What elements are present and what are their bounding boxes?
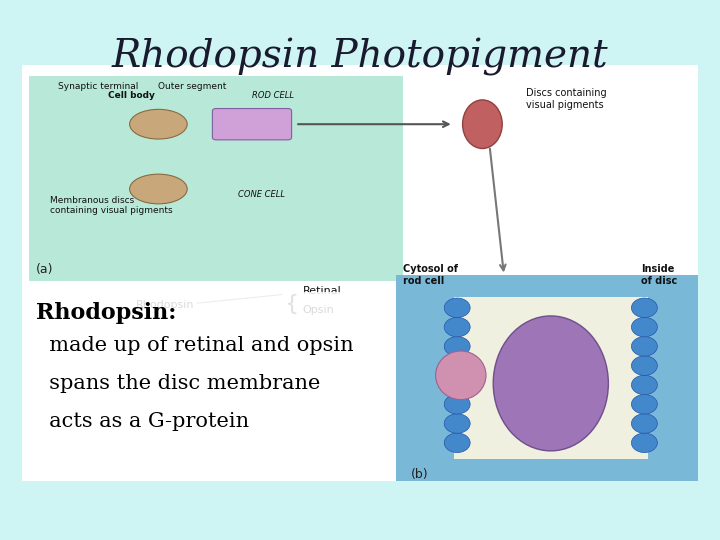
Circle shape bbox=[631, 298, 657, 318]
Text: Synaptic terminal: Synaptic terminal bbox=[58, 82, 138, 91]
Text: spans the disc membrane: spans the disc membrane bbox=[36, 374, 320, 393]
Text: CONE CELL: CONE CELL bbox=[238, 190, 284, 199]
Text: Cytosol of
rod cell: Cytosol of rod cell bbox=[403, 264, 458, 286]
Text: (b): (b) bbox=[410, 468, 428, 481]
Text: Retinal: Retinal bbox=[302, 286, 341, 296]
Ellipse shape bbox=[130, 109, 187, 139]
Circle shape bbox=[444, 318, 470, 337]
Text: acts as a G-protein: acts as a G-protein bbox=[36, 411, 249, 430]
FancyBboxPatch shape bbox=[29, 76, 403, 281]
Circle shape bbox=[444, 395, 470, 414]
Circle shape bbox=[631, 375, 657, 395]
Text: Opsin: Opsin bbox=[302, 305, 334, 315]
Ellipse shape bbox=[436, 351, 486, 400]
Text: Rhodopsin: Rhodopsin bbox=[136, 300, 194, 310]
Circle shape bbox=[444, 414, 470, 433]
Text: made up of retinal and opsin: made up of retinal and opsin bbox=[36, 336, 354, 355]
Text: Membranous discs
containing visual pigments: Membranous discs containing visual pigme… bbox=[50, 196, 173, 215]
FancyBboxPatch shape bbox=[454, 297, 648, 459]
Text: (a): (a) bbox=[36, 262, 53, 276]
Ellipse shape bbox=[130, 174, 187, 204]
Text: Outer segment: Outer segment bbox=[158, 82, 227, 91]
FancyBboxPatch shape bbox=[212, 109, 292, 140]
Text: Cell body: Cell body bbox=[108, 91, 155, 100]
Circle shape bbox=[631, 318, 657, 337]
Circle shape bbox=[631, 414, 657, 433]
FancyBboxPatch shape bbox=[396, 275, 698, 481]
Circle shape bbox=[631, 433, 657, 453]
Text: ROD CELL: ROD CELL bbox=[252, 91, 294, 100]
FancyBboxPatch shape bbox=[22, 292, 396, 481]
Ellipse shape bbox=[493, 316, 608, 451]
Circle shape bbox=[444, 298, 470, 318]
Ellipse shape bbox=[463, 100, 503, 149]
Circle shape bbox=[631, 356, 657, 375]
Circle shape bbox=[631, 336, 657, 356]
Circle shape bbox=[444, 375, 470, 395]
Circle shape bbox=[444, 356, 470, 375]
Circle shape bbox=[444, 336, 470, 356]
Text: Inside
of disc: Inside of disc bbox=[641, 264, 677, 286]
Text: Rhodopsin Photopigment: Rhodopsin Photopigment bbox=[112, 38, 608, 76]
Text: Rhodopsin:: Rhodopsin: bbox=[36, 302, 176, 323]
Circle shape bbox=[444, 433, 470, 453]
FancyBboxPatch shape bbox=[22, 65, 698, 481]
Circle shape bbox=[631, 395, 657, 414]
Text: Discs containing
visual pigments: Discs containing visual pigments bbox=[526, 89, 606, 110]
Text: {: { bbox=[284, 294, 299, 314]
